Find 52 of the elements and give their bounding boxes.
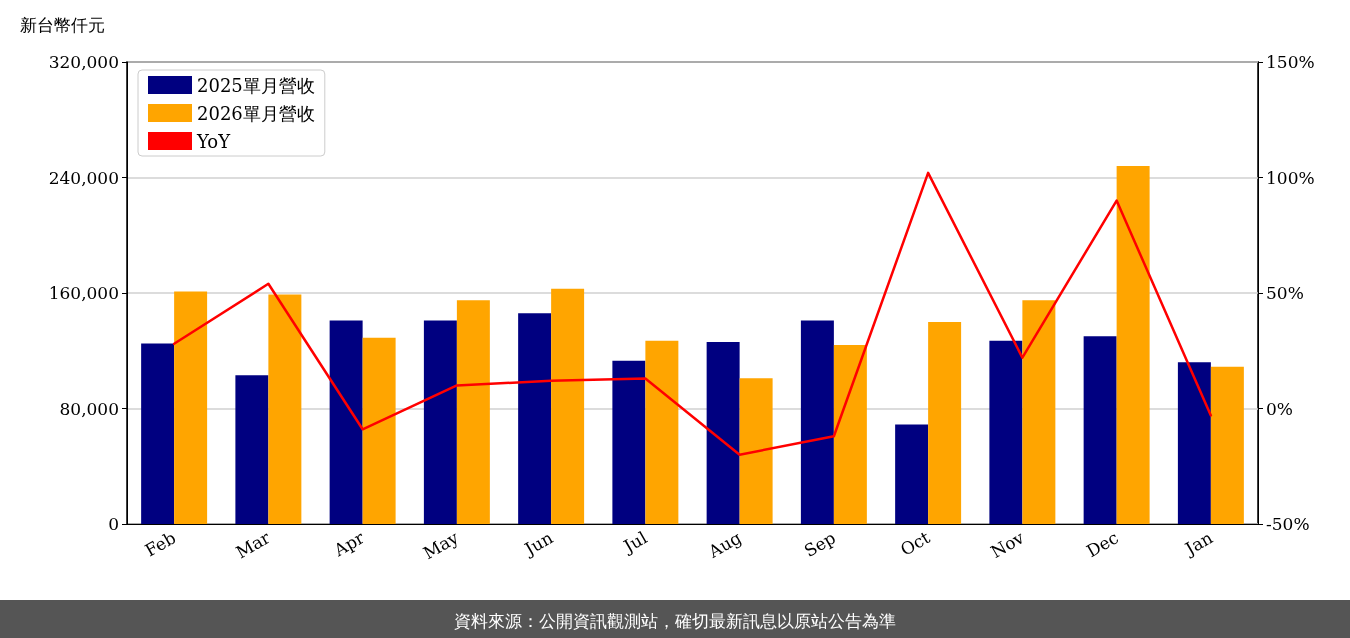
y2-tick-label: 100% — [1266, 167, 1315, 188]
bar — [928, 321, 962, 524]
bar — [174, 291, 208, 524]
bar — [612, 360, 646, 524]
line-series — [172, 171, 1213, 456]
bar — [235, 375, 269, 524]
y2-tick-label: 150% — [1266, 52, 1315, 72]
legend-label: YoY — [196, 130, 232, 152]
x-tick-label: Sep — [800, 527, 839, 561]
bar — [268, 294, 302, 524]
bar — [141, 343, 175, 524]
y-tick-label: 80,000 — [59, 398, 119, 419]
legend-label: 2026單月營收 — [197, 102, 315, 124]
bar — [423, 320, 457, 524]
bar — [518, 313, 552, 524]
y-tick-label: 160,000 — [48, 283, 119, 303]
bar — [989, 340, 1023, 524]
x-tick-label: Mar — [232, 526, 275, 563]
x-tick-label: Dec — [1082, 527, 1122, 562]
y2-tick-label: -50% — [1266, 514, 1310, 534]
bar — [739, 378, 773, 524]
bar — [895, 424, 929, 524]
bar — [800, 320, 834, 524]
x-tick-label: May — [419, 527, 463, 564]
bar — [1177, 362, 1211, 524]
y2-tick-label: 50% — [1266, 283, 1304, 303]
x-tick-label: Jun — [519, 527, 557, 560]
x-tick-label: Oct — [896, 527, 934, 560]
x-tick-label: Apr — [329, 526, 369, 561]
y-tick-label: 0 — [108, 514, 119, 534]
bar — [1083, 336, 1117, 524]
bar — [551, 288, 585, 524]
y-tick-label: 320,000 — [48, 52, 119, 72]
bar — [706, 342, 740, 524]
source-note: 資料來源：公開資訊觀測站，確切最新訊息以原站公告為準 — [454, 610, 896, 631]
bar — [833, 344, 867, 524]
x-tick-label: Feb — [141, 527, 180, 561]
x-tick-label: Nov — [987, 527, 1028, 562]
bar — [1210, 366, 1244, 524]
bar — [1022, 300, 1056, 524]
y-tick-label: 240,000 — [48, 167, 119, 188]
y2-tick-label: 0% — [1266, 398, 1293, 419]
bar — [645, 340, 679, 524]
y-axis-title: 新台幣仟元 — [20, 14, 105, 35]
bar — [329, 320, 363, 524]
bar — [1116, 165, 1150, 524]
bar — [362, 337, 396, 524]
legend-label: 2025單月營收 — [197, 74, 315, 96]
bar — [456, 300, 490, 524]
x-tick-label: Aug — [704, 527, 745, 563]
x-tick-label: Jul — [618, 527, 651, 558]
x-tick-label: Jan — [1180, 527, 1216, 560]
